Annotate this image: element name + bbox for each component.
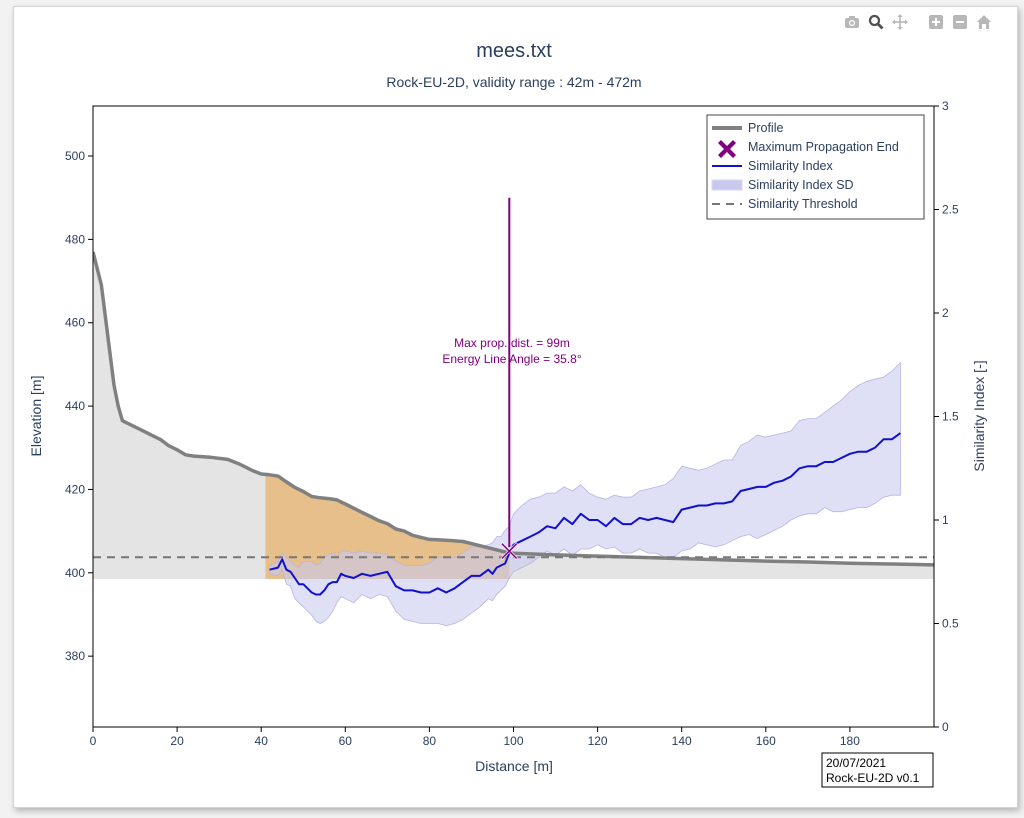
- zoom-in-button[interactable]: [926, 12, 946, 32]
- camera-icon: [845, 16, 859, 28]
- reset-axes-button[interactable]: [974, 12, 994, 32]
- legend-box: [706, 114, 925, 220]
- x-axis-title: Distance [m]: [475, 758, 553, 774]
- legend-label-similarity-threshold: Similarity Threshold: [748, 197, 858, 211]
- legend-swatch-similarity-index-sd: [711, 179, 743, 191]
- chart-subtitle: Rock-EU-2D, validity range : 42m - 472m: [386, 74, 641, 90]
- zoom-in-icon: [929, 15, 943, 29]
- legend-label-similarity-index-sd: Similarity Index SD: [748, 178, 854, 192]
- x-tick-label: 180: [840, 734, 860, 748]
- modebar: [842, 12, 994, 32]
- legend-item-max-propagation-end[interactable]: Maximum Propagation End: [718, 140, 899, 158]
- pan-icon: [892, 14, 908, 30]
- similarity-index-sd-band: [269, 361, 901, 627]
- max-propagation-end-marker: [500, 542, 519, 560]
- x-tick-label: 160: [756, 734, 776, 748]
- reset-axes-icon: [977, 15, 991, 29]
- y-tick-label: 380: [65, 649, 85, 663]
- y-axis-title: Elevation [m]: [28, 376, 44, 457]
- version-watermark: 20/07/2021 Rock-EU-2D v0.1: [821, 752, 934, 788]
- legend-swatch-x-marker: [718, 140, 736, 158]
- axes: 0 20 40 60 80 100 120 140 160 1803804004204404604…: [65, 99, 959, 748]
- legend-item-similarity-index-sd[interactable]: Similarity Index SD: [711, 178, 854, 192]
- y-tick-label: 480: [65, 232, 85, 246]
- legend-label-profile: Profile: [748, 121, 783, 135]
- legend-item-profile[interactable]: Profile: [712, 121, 783, 135]
- camera-button[interactable]: [842, 12, 862, 32]
- legend-label-max-propagation-end: Maximum Propagation End: [748, 140, 899, 154]
- x-tick-label: 80: [423, 734, 437, 748]
- x-tick-label: 60: [339, 734, 353, 748]
- y2-tick-label: 1.5: [942, 410, 959, 424]
- watermark-date: 20/07/2021: [826, 756, 886, 770]
- y-tick-label: 420: [65, 482, 85, 496]
- legend-item-similarity-index[interactable]: Similarity Index: [712, 159, 833, 173]
- pan-button[interactable]: [890, 12, 910, 32]
- chart-title: mees.txt: [476, 40, 552, 62]
- y2-tick-label: 1: [942, 513, 949, 527]
- zoom-button[interactable]: [866, 12, 886, 32]
- zoom-out-button[interactable]: [950, 12, 970, 32]
- watermark-box: [821, 752, 934, 788]
- plot-area: [93, 197, 934, 627]
- y-tick-label: 460: [65, 316, 85, 330]
- propagation-area-fill: [265, 474, 510, 579]
- x-tick-label: 120: [588, 734, 608, 748]
- annotation-line-1: Max prop. dist. = 99m: [454, 336, 570, 350]
- similarity-index-line: [269, 432, 901, 596]
- annotation-max-propagation: Max prop. dist. = 99m Energy Line Angle …: [442, 336, 581, 366]
- legend[interactable]: Profile Maximum Propagation End Similari…: [706, 114, 925, 220]
- legend-label-similarity-index: Similarity Index: [748, 159, 833, 173]
- y-tick-label: 400: [65, 566, 85, 580]
- annotation-line-2: Energy Line Angle = 35.8°: [442, 352, 581, 366]
- x-tick-label: 100: [503, 734, 523, 748]
- y2-tick-label: 2: [942, 306, 949, 320]
- x-tick-label: 40: [255, 734, 269, 748]
- y2-tick-label: 0: [942, 720, 949, 734]
- x-tick-label: 20: [170, 734, 184, 748]
- zoom-out-icon: [953, 15, 967, 29]
- x-tick-label: 140: [672, 734, 692, 748]
- profile-line: [93, 251, 934, 567]
- y-tick-label: 440: [65, 399, 85, 413]
- y2-tick-label: 0.5: [942, 617, 959, 631]
- watermark-version: Rock-EU-2D v0.1: [826, 771, 920, 785]
- y2-axis-title: Similarity Index [-]: [971, 360, 987, 471]
- y2-tick-label: 3: [942, 99, 949, 113]
- legend-item-similarity-threshold[interactable]: Similarity Threshold: [712, 197, 858, 211]
- x-tick-label: 0: [90, 734, 97, 748]
- plot-series: [93, 251, 934, 627]
- y-tick-label: 500: [65, 149, 85, 163]
- y2-tick-label: 2.5: [942, 203, 959, 217]
- zoom-icon: [868, 14, 884, 30]
